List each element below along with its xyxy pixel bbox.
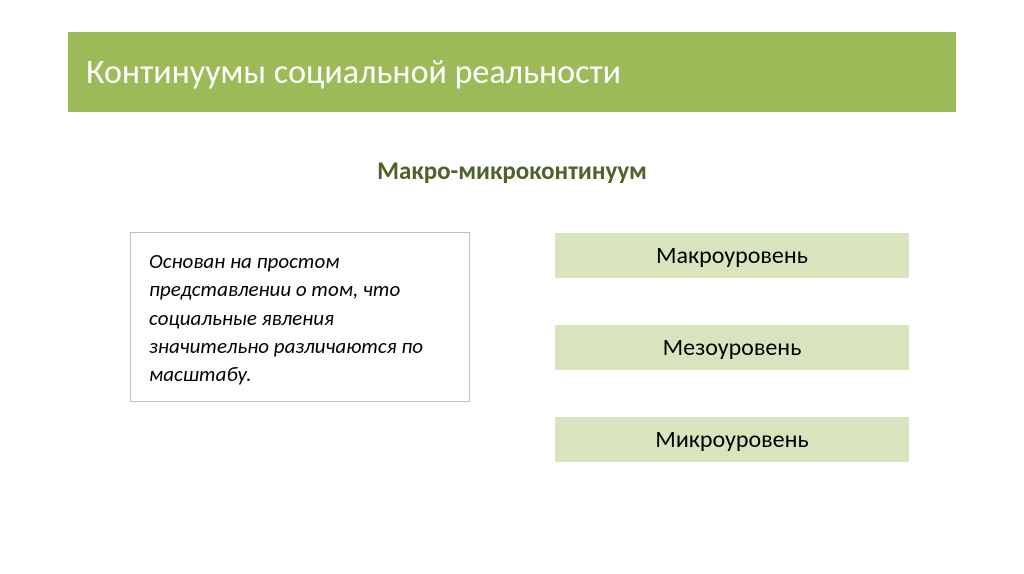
level-box-macro: Макроуровень: [554, 232, 910, 279]
subtitle: Макро-микроконтинуум: [0, 155, 1024, 186]
description-box: Основан на простом представлении о том, …: [130, 232, 470, 402]
level-box-micro: Микроуровень: [554, 416, 910, 463]
slide-title: Континуумы социальной реальности: [86, 52, 621, 93]
title-bar: Континуумы социальной реальности: [68, 32, 956, 112]
level-box-meso: Мезоуровень: [554, 324, 910, 371]
